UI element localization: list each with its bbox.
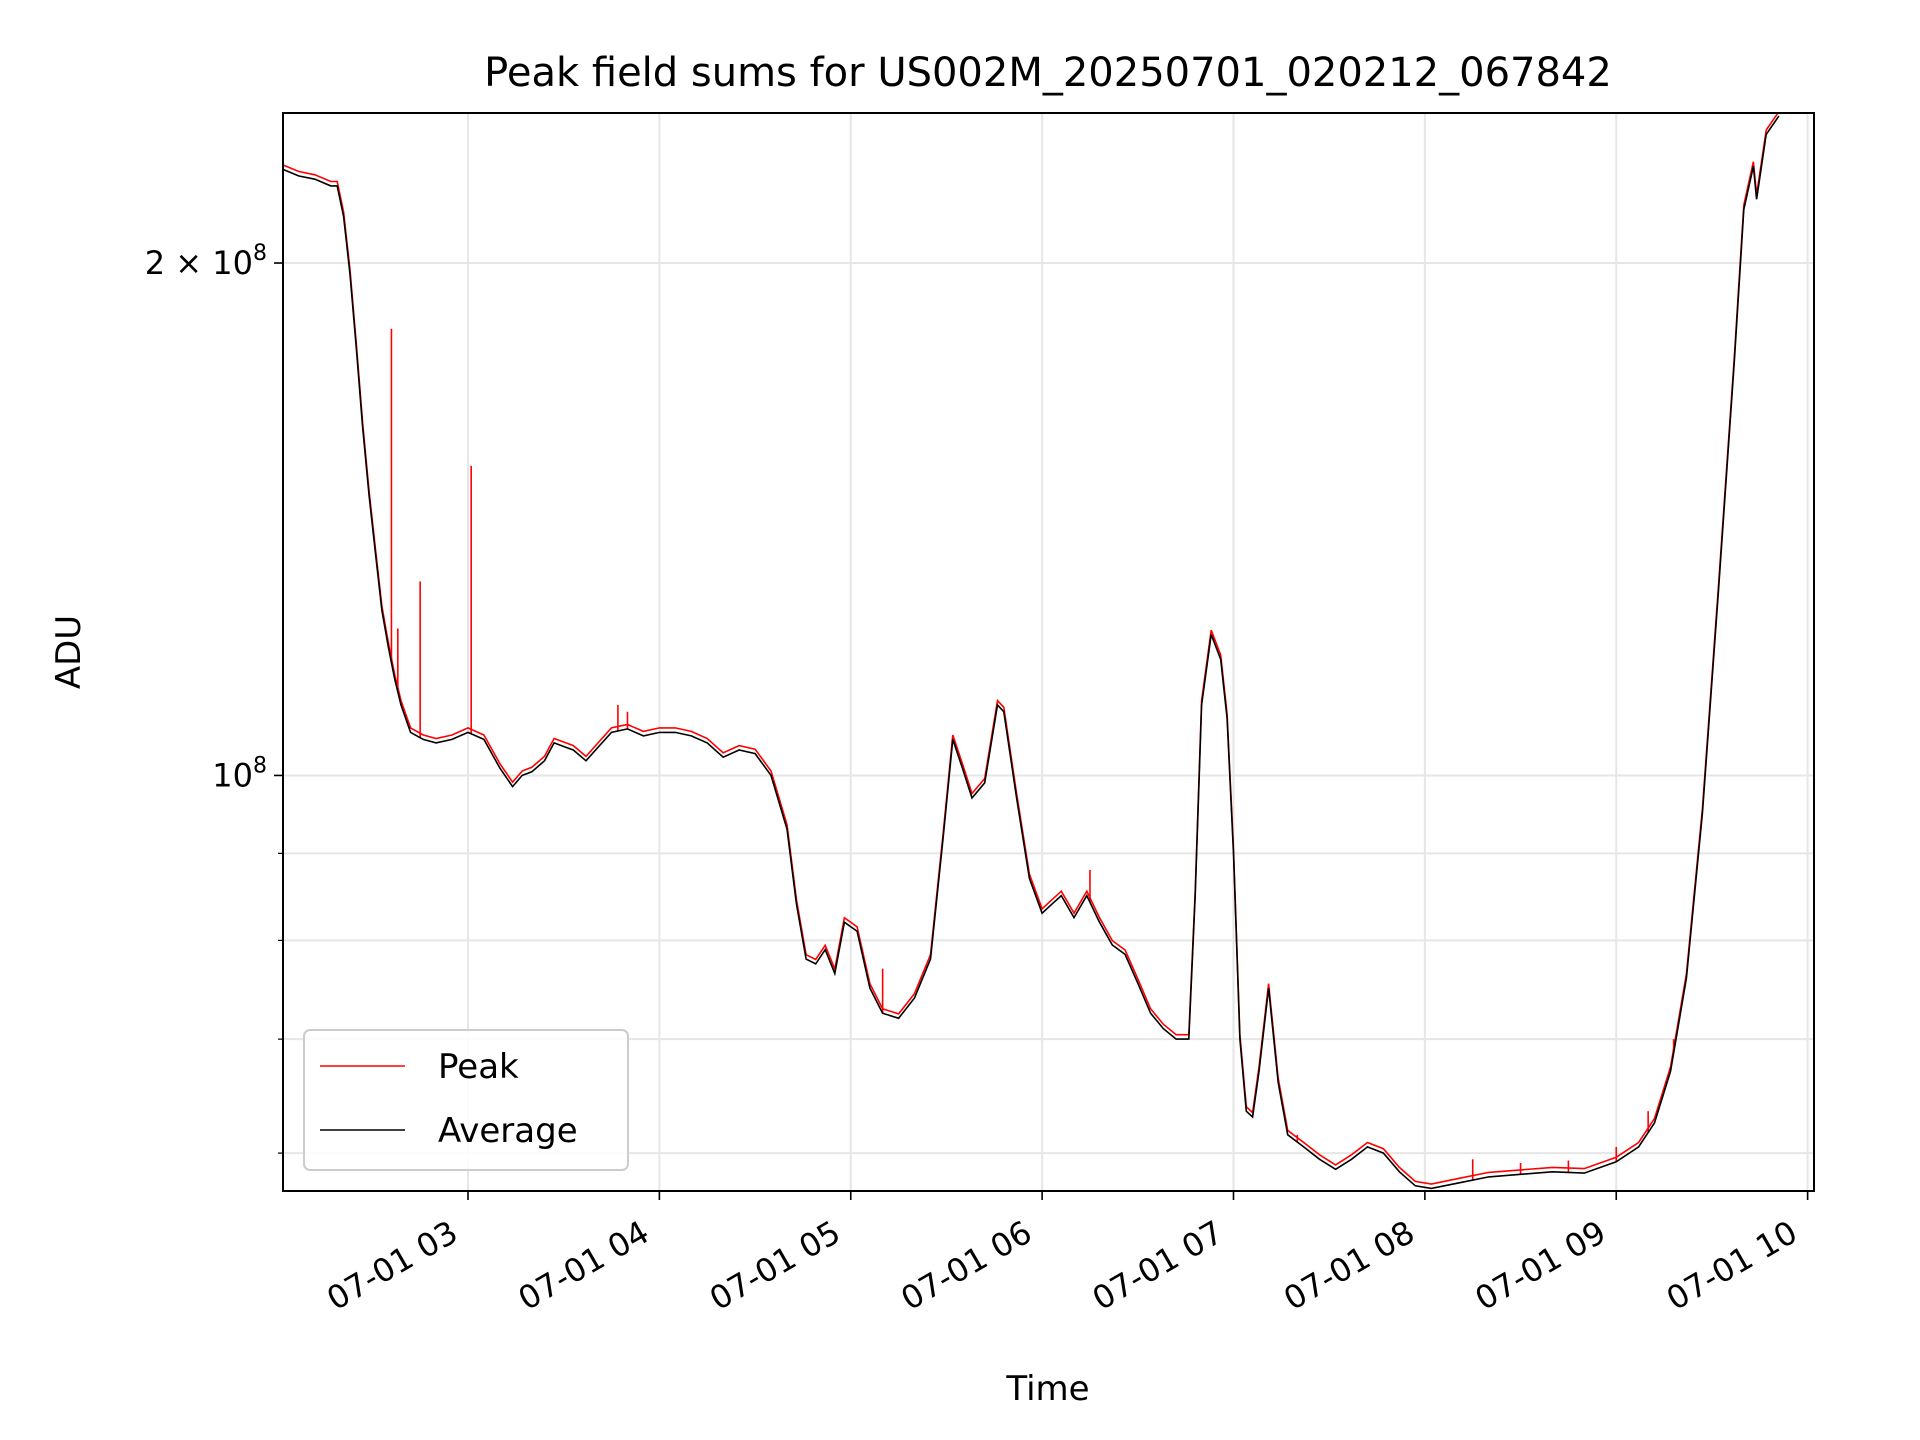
y-axis-label: ADU	[49, 615, 89, 689]
series-line-average	[283, 115, 1780, 1190]
legend: Peak Average	[303, 1029, 629, 1171]
axes-frame	[282, 112, 1815, 1192]
y-tick-label: 2 × 108	[145, 241, 267, 282]
legend-average-label: Average	[438, 1111, 578, 1151]
x-tick-label: 07-01 03	[320, 1213, 464, 1318]
chart-title: Peak field sums for US002M_20250701_0202…	[484, 50, 1612, 96]
y-tick-label: 108	[212, 753, 267, 794]
x-tick-label: 07-01 10	[1660, 1213, 1804, 1318]
x-tick-label: 07-01 09	[1469, 1213, 1613, 1318]
x-tick-label: 07-01 05	[703, 1213, 847, 1318]
x-tick-label: 07-01 08	[1277, 1213, 1421, 1318]
x-tick-label: 07-01 06	[895, 1213, 1039, 1318]
x-tick-label: 07-01 07	[1086, 1213, 1230, 1318]
x-axis-label: Time	[1005, 1369, 1089, 1409]
legend-box	[303, 1029, 629, 1171]
series-line-peak	[283, 113, 1779, 1185]
series-layer	[283, 113, 1780, 1190]
x-tick-label: 07-01 04	[512, 1213, 656, 1318]
legend-peak-label: Peak	[438, 1047, 519, 1087]
